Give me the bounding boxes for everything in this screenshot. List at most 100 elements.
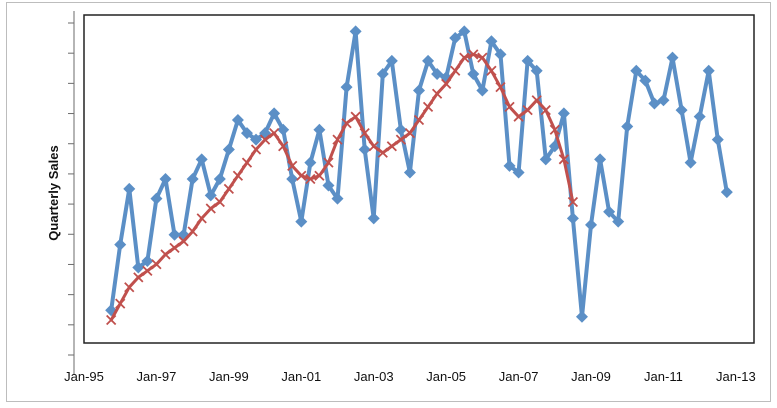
series-1-point — [485, 35, 498, 48]
series-1-point — [566, 212, 579, 225]
series-1-point — [585, 218, 598, 231]
series-2-point — [422, 101, 434, 112]
series-1-point — [422, 54, 435, 67]
x-tick-label: Jan-11 — [644, 369, 683, 384]
series-1-point — [575, 310, 588, 323]
series-2-point — [386, 141, 397, 152]
series-1-point — [657, 94, 670, 107]
series-2-point — [359, 127, 370, 139]
series-1-point — [150, 192, 163, 205]
series-2-point — [395, 134, 407, 145]
series-1-point — [394, 123, 407, 136]
series-2-point — [504, 101, 515, 112]
series-1-point — [376, 68, 389, 81]
x-tick-label: Jan-13 — [716, 369, 756, 384]
series-2-point — [178, 236, 189, 247]
series-1-point — [494, 48, 507, 61]
series-1-point — [313, 123, 326, 136]
series-2-point — [522, 104, 533, 116]
x-tick-label: Jan-01 — [281, 369, 321, 384]
series-1-point — [123, 182, 136, 195]
chart-svg: Jan-95 Jan-97 Jan-99 Jan-01 Jan-03 Jan-05 Jan-… — [46, 11, 756, 384]
series-2-point — [558, 154, 570, 165]
series-1-point — [648, 97, 661, 110]
series-1-point — [213, 173, 226, 185]
series-1-point — [594, 153, 607, 166]
series-2-point — [214, 196, 225, 208]
series-2-point — [196, 213, 207, 224]
y-axis-title: Quarterly Sales — [46, 145, 61, 240]
series-2-point — [268, 127, 280, 139]
series-1-point — [603, 205, 616, 218]
series-2-point — [368, 141, 379, 152]
x-tick-label: Jan-97 — [137, 369, 177, 384]
series-2-point — [377, 147, 388, 158]
series-1-point — [431, 68, 444, 81]
series-2-point — [223, 183, 235, 194]
series-1-point — [240, 127, 253, 140]
series-1-point — [340, 81, 353, 94]
series-1-point — [557, 107, 570, 120]
series-2-point — [278, 141, 289, 152]
series-2-point — [259, 134, 271, 145]
series-2-point — [124, 282, 135, 293]
series-1-point — [114, 238, 127, 251]
series-1-point — [358, 143, 371, 156]
series-1-point — [521, 54, 534, 67]
series-1-point — [413, 84, 425, 97]
series-1-point — [250, 133, 263, 146]
series-1-point — [277, 123, 290, 136]
series-2-point — [549, 124, 560, 135]
series-2-point — [296, 170, 307, 181]
chart-frame: Jan-95 Jan-97 Jan-99 Jan-01 Jan-03 Jan-05 Jan-… — [6, 2, 771, 402]
series-1-point — [349, 25, 362, 38]
series-2-point — [567, 196, 579, 208]
series-2-point — [486, 65, 497, 76]
series-1-point — [322, 179, 335, 192]
series-2-point — [441, 78, 452, 90]
series-2-point — [350, 111, 361, 122]
series-1-point — [159, 173, 172, 185]
series-1-point — [512, 166, 525, 179]
series-1-point — [222, 143, 235, 156]
series-2-point — [205, 203, 216, 214]
x-tick-label: Jan-03 — [354, 369, 394, 384]
series-1-point — [331, 192, 344, 205]
series-2-point — [287, 160, 298, 172]
x-tick-label: Jan-07 — [499, 369, 539, 384]
series-2-point — [169, 242, 180, 254]
series-2-point — [531, 95, 542, 106]
series-1-point — [168, 228, 181, 241]
series-2-point — [513, 111, 524, 122]
series-2-point — [468, 49, 479, 60]
series-2-point — [477, 52, 488, 63]
series-2-point — [540, 104, 551, 116]
series-2-point — [232, 170, 244, 181]
series-2-point — [142, 265, 153, 276]
series-2-point — [495, 82, 506, 93]
series-1-point — [539, 153, 552, 166]
series-1-point — [403, 166, 416, 179]
x-tick-label: Jan-95 — [64, 369, 104, 384]
plot-area — [83, 14, 755, 344]
series-1-point — [295, 215, 308, 228]
series-1-point — [195, 153, 208, 166]
series-1-point — [458, 25, 471, 38]
series-1-point — [304, 156, 317, 169]
series-2-point — [459, 52, 470, 63]
series-1-point — [186, 173, 199, 185]
series-2-point — [332, 134, 343, 145]
x-tick-label: Jan-09 — [571, 369, 611, 384]
series-1-point — [476, 84, 489, 97]
series-1-point — [612, 215, 625, 228]
series-2-point — [305, 173, 316, 185]
series-1-point — [693, 110, 706, 123]
series-2-point — [450, 65, 461, 76]
series-1-point — [467, 68, 480, 81]
series-1-point — [449, 31, 462, 44]
series-2-point — [341, 118, 352, 129]
series-1-point — [286, 173, 299, 185]
series-1-point — [204, 189, 217, 202]
series-1-point — [141, 255, 154, 267]
series-1-point — [231, 113, 244, 126]
